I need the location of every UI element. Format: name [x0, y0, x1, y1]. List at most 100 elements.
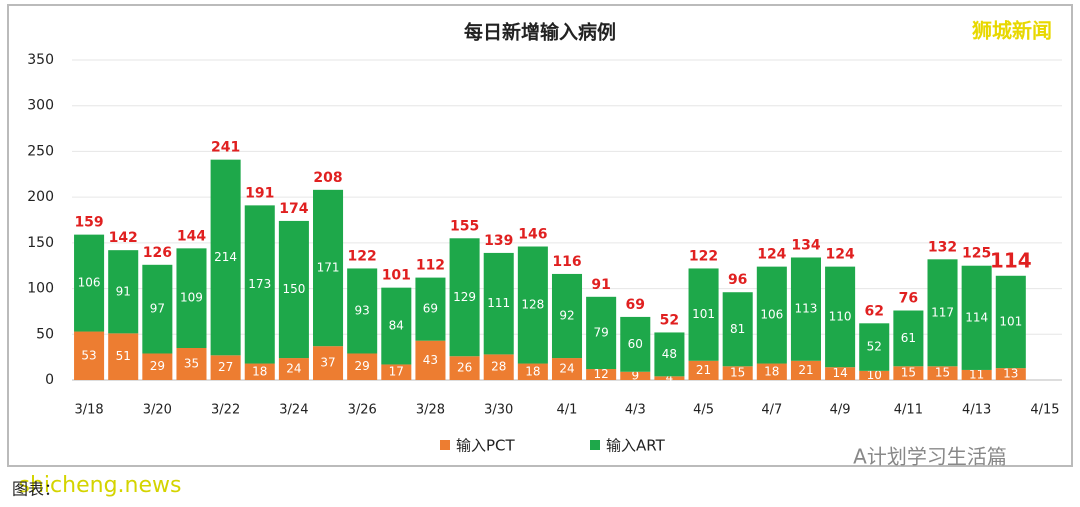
legend-label: 输入PCT [456, 437, 516, 455]
bar-value-label: 101 [692, 307, 715, 321]
total-label: 122 [348, 248, 377, 264]
bar-value-label: 114 [965, 310, 988, 324]
bar-value-label: 79 [593, 325, 608, 339]
bar-value-label: 21 [696, 363, 711, 377]
total-label: 114 [990, 248, 1032, 272]
bar-segment [586, 296, 617, 370]
watermark: A计划学习生活篇 [853, 445, 1007, 469]
bar-segment [825, 266, 856, 368]
bar-value-label: 43 [423, 353, 438, 367]
bar-value-label: 93 [355, 303, 370, 317]
bar-segment [756, 363, 787, 380]
chart-title: 每日新增输入病例 [464, 21, 616, 44]
bar-segment [142, 353, 173, 380]
bar-value-label: 14 [832, 366, 847, 380]
watermark: 狮城新闻 [972, 19, 1052, 43]
bar-segment [756, 266, 787, 364]
bar-segment [961, 369, 992, 380]
total-label: 126 [143, 245, 172, 261]
total-label: 116 [552, 254, 581, 270]
x-tick-label: 3/20 [143, 403, 172, 418]
bar-value-label: 18 [764, 364, 779, 378]
bar-value-label: 97 [150, 302, 165, 316]
bar-segment [483, 354, 514, 380]
total-label: 124 [825, 247, 854, 263]
total-label: 62 [864, 303, 883, 319]
bar-segment [722, 292, 753, 367]
legend-swatch [440, 440, 450, 450]
bar-segment [893, 366, 924, 380]
total-label: 91 [591, 277, 610, 293]
bar-value-label: 24 [559, 362, 574, 376]
total-label: 241 [211, 140, 240, 156]
bar-value-label: 60 [628, 337, 643, 351]
bar-segment [74, 331, 105, 380]
bar-value-label: 10 [867, 368, 882, 382]
bar-segment [347, 268, 378, 354]
bar-segment [142, 264, 173, 354]
bar-value-label: 24 [286, 362, 301, 376]
bar-segment [244, 205, 275, 364]
bar-value-label: 51 [116, 349, 131, 363]
bar-value-label: 101 [999, 314, 1022, 328]
bar-value-label: 106 [78, 276, 101, 290]
bar-segment [210, 355, 241, 380]
bar-segment [927, 259, 958, 367]
bar-segment [654, 332, 685, 377]
bar-value-label: 9 [631, 368, 639, 382]
total-label: 142 [109, 230, 138, 246]
total-label: 159 [74, 215, 103, 231]
bar-value-label: 92 [559, 309, 574, 323]
bar-segment [517, 363, 548, 380]
bar-segment [893, 310, 924, 367]
watermark: shicheng.news [19, 473, 182, 498]
bar-value-label: 69 [423, 302, 438, 316]
total-label: 112 [416, 258, 445, 274]
y-tick-label: 150 [27, 235, 54, 251]
bar-segment [176, 248, 207, 348]
total-label: 155 [450, 218, 479, 234]
x-tick-label: 4/1 [557, 403, 578, 418]
x-tick-label: 3/18 [74, 403, 103, 418]
bar-value-label: 18 [525, 364, 540, 378]
x-tick-label: 4/5 [693, 403, 714, 418]
bar-value-label: 29 [355, 359, 370, 373]
bar-value-label: 15 [730, 366, 745, 380]
bar-value-label: 28 [491, 360, 506, 374]
bar-value-label: 91 [116, 284, 131, 298]
total-label: 52 [660, 312, 679, 328]
bar-value-label: 109 [180, 291, 203, 305]
bar-segment [244, 363, 275, 380]
bar-segment [995, 368, 1026, 380]
x-tick-label: 3/24 [279, 403, 308, 418]
bar-segment [108, 333, 139, 380]
bar-value-label: 113 [795, 302, 818, 316]
bar-value-label: 128 [521, 298, 544, 312]
bar-segment [825, 367, 856, 380]
bar-segment [961, 265, 992, 370]
total-label: 174 [279, 201, 308, 217]
x-tick-label: 3/28 [416, 403, 445, 418]
bar-value-label: 13 [1003, 367, 1018, 381]
bar-segment [517, 246, 548, 364]
bar-segment [74, 234, 105, 332]
bar-value-label: 17 [389, 365, 404, 379]
bar-segment [449, 356, 480, 380]
bar-value-label: 29 [150, 359, 165, 373]
total-label: 144 [177, 228, 206, 244]
total-label: 134 [791, 237, 820, 253]
bar-segment [483, 252, 514, 355]
y-tick-label: 250 [27, 143, 54, 159]
x-tick-label: 3/30 [484, 403, 513, 418]
bar-segment [551, 273, 583, 359]
y-tick-label: 300 [27, 98, 54, 114]
bar-segment [415, 340, 446, 380]
bar-segment [722, 366, 753, 380]
x-tick-label: 4/11 [894, 403, 923, 418]
bar-value-label: 15 [901, 366, 916, 380]
bar-segment [620, 371, 651, 380]
bar-value-label: 18 [252, 364, 267, 378]
bar-segment [278, 220, 309, 359]
bar-segment [108, 250, 139, 334]
